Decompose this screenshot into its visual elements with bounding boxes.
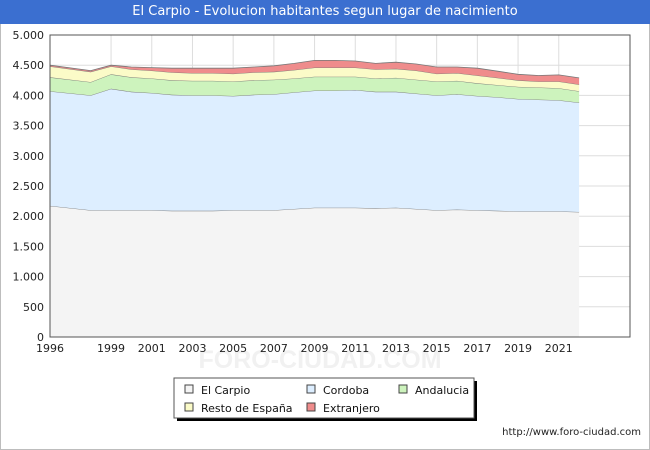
plot-border (49, 34, 631, 338)
x-tick-label: 2015 (423, 342, 451, 355)
y-tick-label: 4.500 (13, 59, 45, 72)
y-tick-label: 2.500 (13, 180, 45, 193)
legend-swatch (306, 402, 316, 412)
area-el-carpio (50, 205, 580, 337)
legend-label: Resto de España (201, 402, 293, 415)
x-tick-label: 2009 (301, 342, 329, 355)
y-tick-label: 3.500 (13, 120, 45, 133)
legend-label: El Carpio (201, 384, 250, 397)
y-tick-label: 3.000 (13, 150, 45, 163)
x-tick-label: 2017 (463, 342, 491, 355)
legend-swatch (184, 384, 194, 394)
y-tick-label: 500 (23, 301, 44, 314)
y-tick-label: 4.000 (13, 89, 45, 102)
y-tick-label: 5.000 (13, 29, 45, 42)
x-tick-label: 2007 (260, 342, 288, 355)
y-tick-label: 2.000 (13, 210, 45, 223)
legend-label: Extranjero (323, 402, 380, 415)
x-tick-label: 2003 (178, 342, 206, 355)
x-tick-label: 2021 (545, 342, 573, 355)
y-tick-label: 1.000 (13, 271, 45, 284)
y-tick-label: 0 (37, 331, 44, 344)
legend-label: Andalucia (415, 384, 469, 397)
x-tick-label: 2019 (504, 342, 532, 355)
legend-label: Cordoba (323, 384, 369, 397)
legend-swatch (398, 384, 408, 394)
x-tick-label: 1999 (97, 342, 125, 355)
x-tick-label: 2013 (382, 342, 410, 355)
area-cordoba (50, 88, 580, 212)
series-line (49, 60, 580, 79)
watermark-text: FORO-CIUDAD.COM (198, 346, 441, 374)
source-link[interactable]: http://www.foro-ciudad.com (502, 427, 641, 438)
y-tick-label: 1.500 (13, 240, 45, 253)
x-axis-ticks: 1996 1999 2001 2003 2005 2007 2009 2011 2013 2015… (36, 342, 573, 355)
area-series (49, 60, 580, 337)
x-tick-label: 2001 (138, 342, 166, 355)
chart-title: El Carpio - Evolucion habitantes segun l… (0, 0, 650, 24)
area-extranjero (50, 60, 580, 85)
y-axis-ticks: 0 500 1.000 1.500 2.000 2.500 3.000 3.500 4.000 4… (13, 29, 45, 344)
legend-swatch (306, 384, 316, 394)
legend-swatch (184, 402, 194, 412)
legend: El Carpio Cordoba Andalucia Resto de España… (173, 377, 477, 421)
legend-box (173, 377, 475, 419)
x-tick-label: 1996 (36, 342, 64, 355)
x-tick-label: 2005 (219, 342, 247, 355)
x-tick-label: 2011 (341, 342, 369, 355)
